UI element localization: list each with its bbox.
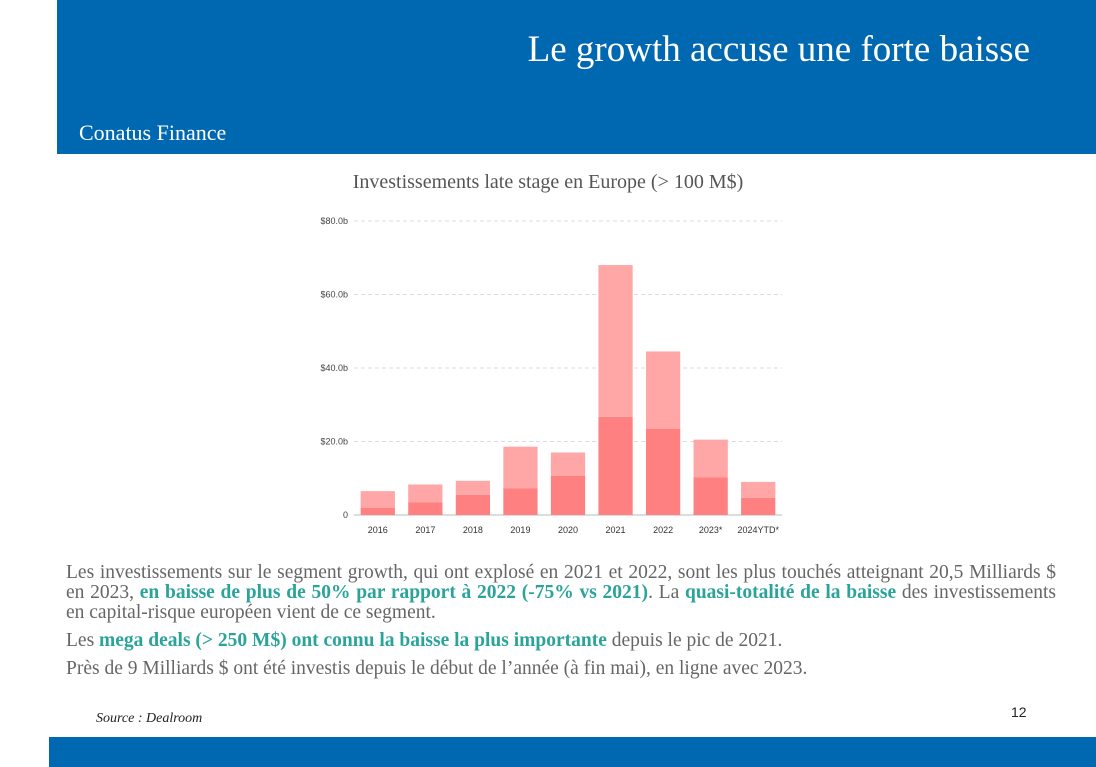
header-band: Le growth accuse une forte baisse Conatu… — [57, 0, 1096, 154]
bar-segment — [598, 416, 633, 515]
brand-name: Conatus Finance — [79, 120, 227, 145]
x-tick-label: 2022 — [653, 525, 673, 535]
bar-segment — [741, 497, 776, 515]
bar-segment — [503, 488, 538, 515]
p2-text-c: depuis le pic de 2021. — [606, 630, 783, 651]
footer-band — [49, 737, 1096, 767]
slide-title: Le growth accuse une forte baisse — [527, 29, 1030, 70]
x-tick-label: 2023* — [699, 525, 723, 535]
x-tick-label: 2018 — [463, 525, 483, 535]
y-tick-label: $20.0b — [320, 437, 348, 447]
bar-segment — [550, 475, 586, 515]
bar-segment — [503, 446, 538, 489]
bar-segment — [741, 481, 776, 498]
x-tick-label: 2024YTD* — [737, 525, 779, 535]
p2-text-a: Les — [66, 630, 100, 651]
p1-text-a: Les investissements sur le segment growt… — [66, 562, 1056, 603]
x-tick-label: 2021 — [606, 525, 626, 535]
bar-segment — [550, 452, 586, 476]
bar-segment — [598, 265, 633, 417]
bar-segment — [455, 494, 491, 515]
x-tick-label: 2020 — [558, 525, 578, 535]
bar-segment — [408, 502, 443, 515]
p1-highlight-1: en baisse de plus de 50% par rapport à 2… — [139, 582, 649, 603]
x-tick-label: 2016 — [368, 525, 388, 535]
y-tick-label: 0 — [343, 510, 348, 520]
p1-highlight-2: quasi-totalité de la baisse — [684, 582, 897, 603]
p2-highlight: mega deals (> 250 M$) ont connu la baiss… — [99, 630, 607, 651]
paragraph-1: Les investissements sur le segment growt… — [66, 563, 1056, 623]
paragraph-2: Les mega deals (> 250 M$) ont connu la b… — [66, 631, 1056, 651]
body-text: Les investissements sur le segment growt… — [66, 563, 1056, 687]
source-note: Source : Dealroom — [96, 711, 203, 726]
bar-segment — [693, 439, 728, 478]
p1-text-e: des investissements en capital-risque eu… — [66, 582, 1056, 623]
bar-chart: 0 $20.0b $40.0b $60.0b $80.0b 2016 2017 2018 201… — [320, 216, 782, 535]
x-tick-label: 2019 — [510, 525, 530, 535]
bar-segment — [645, 351, 681, 429]
bar-segment — [455, 480, 491, 495]
y-tick-label: $60.0b — [320, 290, 348, 300]
x-tick-label: 2017 — [415, 525, 435, 535]
bar-segment — [360, 507, 395, 515]
bar-segment — [693, 477, 728, 515]
chart-title: Investissements late stage en Europe (> … — [352, 171, 744, 193]
y-tick-label: $80.0b — [320, 216, 348, 226]
p1-text-c: . La — [648, 582, 685, 603]
bar-segment — [645, 428, 681, 515]
bar-segment — [408, 484, 443, 503]
page-number: 12 — [1011, 704, 1027, 720]
paragraph-3: Près de 9 Milliards $ ont été investis d… — [66, 658, 808, 679]
bar-segment — [360, 491, 395, 508]
y-tick-label: $40.0b — [320, 363, 348, 373]
